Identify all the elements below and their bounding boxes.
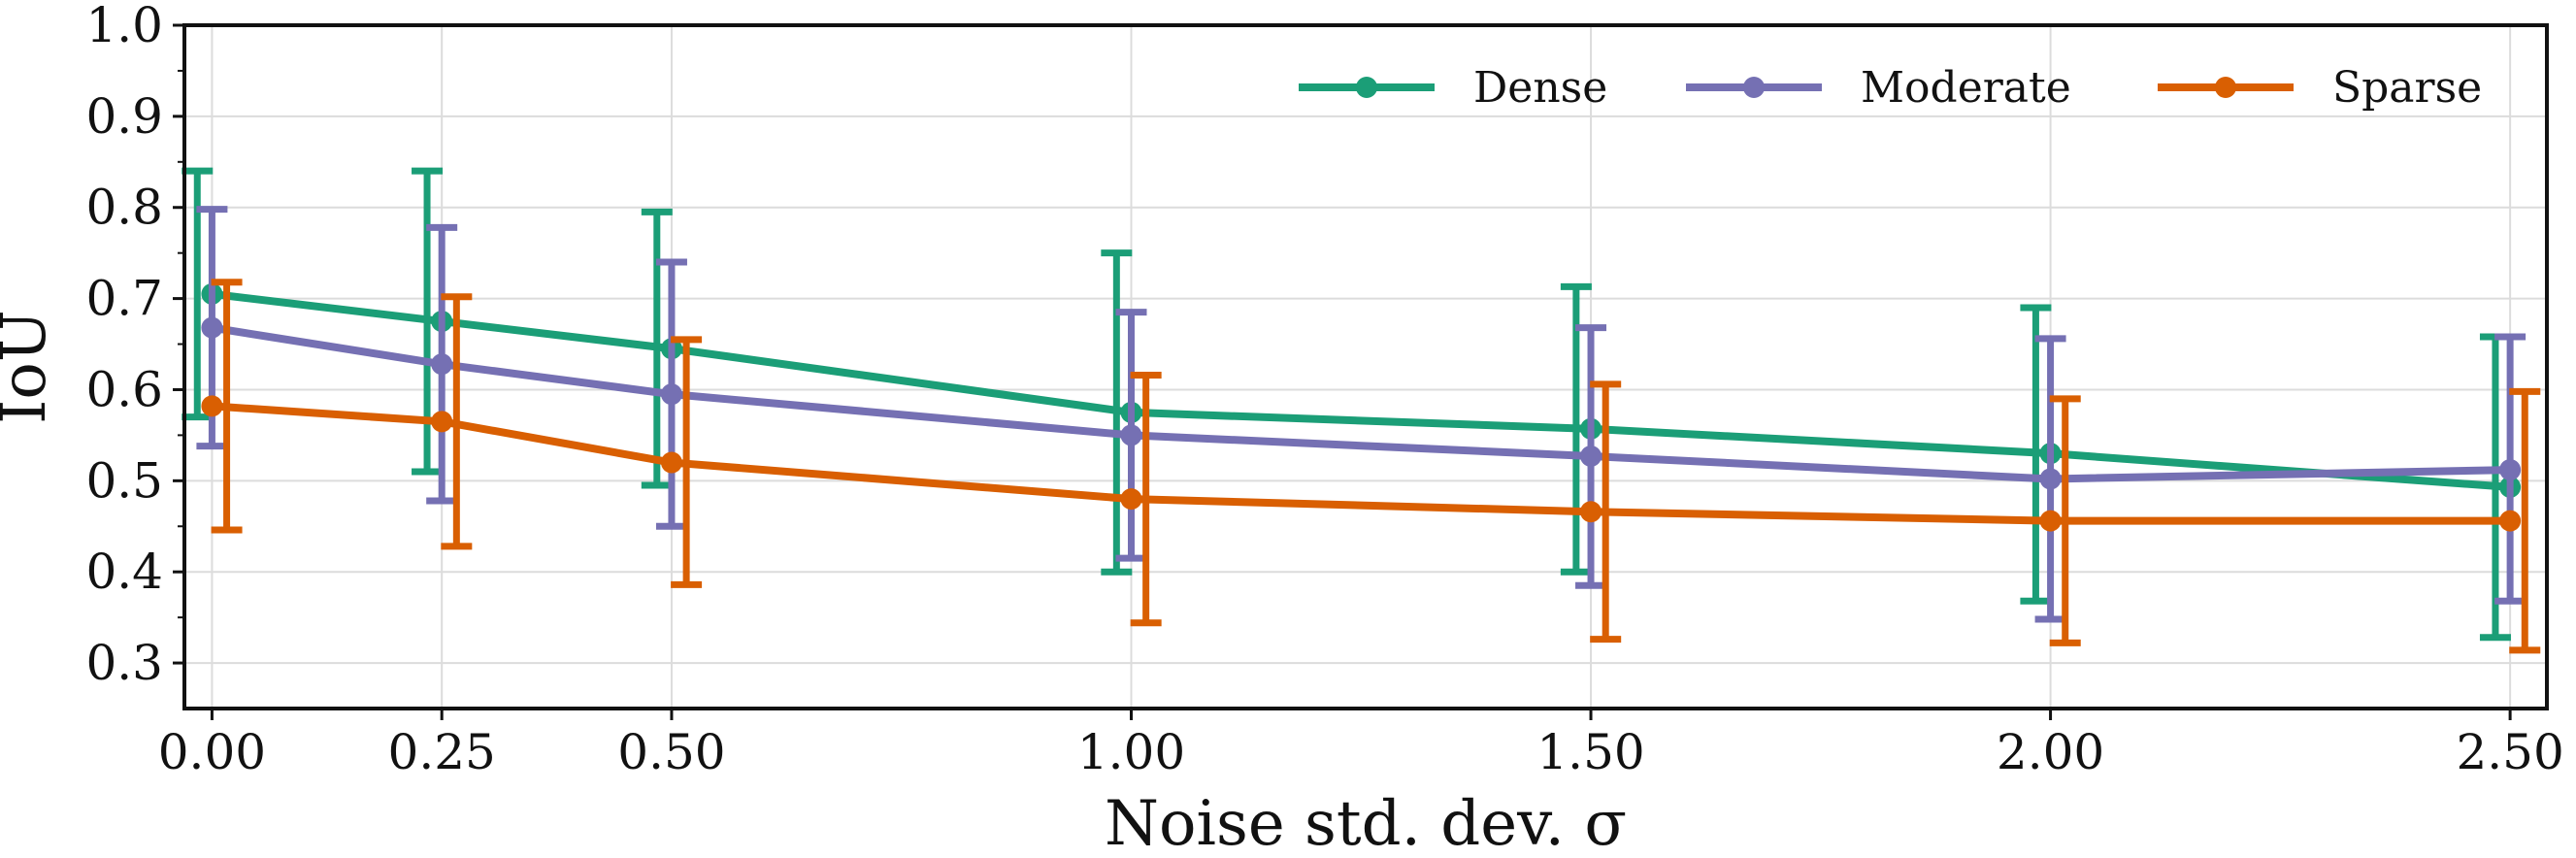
data-point xyxy=(1580,445,1602,467)
y-tick-label: 0.7 xyxy=(85,271,163,327)
data-point xyxy=(2499,459,2522,481)
series-sparse xyxy=(201,279,2541,654)
x-tick-label: 2.50 xyxy=(2456,724,2563,780)
legend-label: Moderate xyxy=(1861,63,2071,113)
y-tick-label: 0.4 xyxy=(85,544,163,600)
y-axis-title: IoU xyxy=(0,310,60,424)
data-point xyxy=(1120,488,1142,511)
x-tick-label: 0.25 xyxy=(388,724,496,780)
y-tick-label: 0.9 xyxy=(85,88,163,145)
y-tick-label: 0.5 xyxy=(85,452,163,509)
data-point xyxy=(1580,501,1602,523)
legend-item-sparse: Sparse xyxy=(2158,63,2482,113)
x-tick-label: 0.50 xyxy=(617,724,725,780)
y-tick-label: 1.0 xyxy=(85,0,163,53)
legend-label: Sparse xyxy=(2332,63,2482,113)
series-moderate xyxy=(196,206,2526,623)
y-tick-label: 0.6 xyxy=(85,361,163,417)
plot-frame xyxy=(182,23,2549,710)
x-tick-label: 1.00 xyxy=(1077,724,1185,780)
legend: Dense Moderate Sparse xyxy=(1299,63,2482,113)
x-tick-label: 0.00 xyxy=(158,724,266,780)
y-tick-label: 0.8 xyxy=(85,180,163,236)
data-point xyxy=(2039,468,2062,490)
x-tick-label: 2.00 xyxy=(1997,724,2104,780)
legend-label: Dense xyxy=(1473,63,1607,113)
legend-item-moderate: Moderate xyxy=(1686,63,2071,113)
data-point xyxy=(2499,510,2522,532)
grid xyxy=(184,24,2547,709)
data-point xyxy=(660,451,682,474)
legend-marker xyxy=(1743,77,1765,98)
legend-marker xyxy=(1356,77,1377,98)
legend-item-dense: Dense xyxy=(1299,63,1607,113)
x-axis-title: Noise std. dev. σ xyxy=(1105,788,1627,858)
data-point xyxy=(431,353,453,376)
data-point xyxy=(1120,424,1142,446)
data-point xyxy=(201,395,223,417)
y-tick-label: 0.3 xyxy=(85,635,163,691)
x-tick-label: 1.50 xyxy=(1536,724,1644,780)
series-dense xyxy=(182,167,2522,642)
data-point xyxy=(431,411,453,433)
data-point xyxy=(201,316,223,339)
axes-ticks: 0.3 0.4 0.5 0.6 0.7 0.8 0.9 1.0 0.00 0.25 0.50 1.00… xyxy=(85,0,2563,780)
series-layer xyxy=(182,167,2541,654)
data-point xyxy=(2039,510,2062,532)
data-point xyxy=(660,383,682,406)
series-line xyxy=(211,323,2511,483)
legend-marker xyxy=(2215,77,2236,98)
